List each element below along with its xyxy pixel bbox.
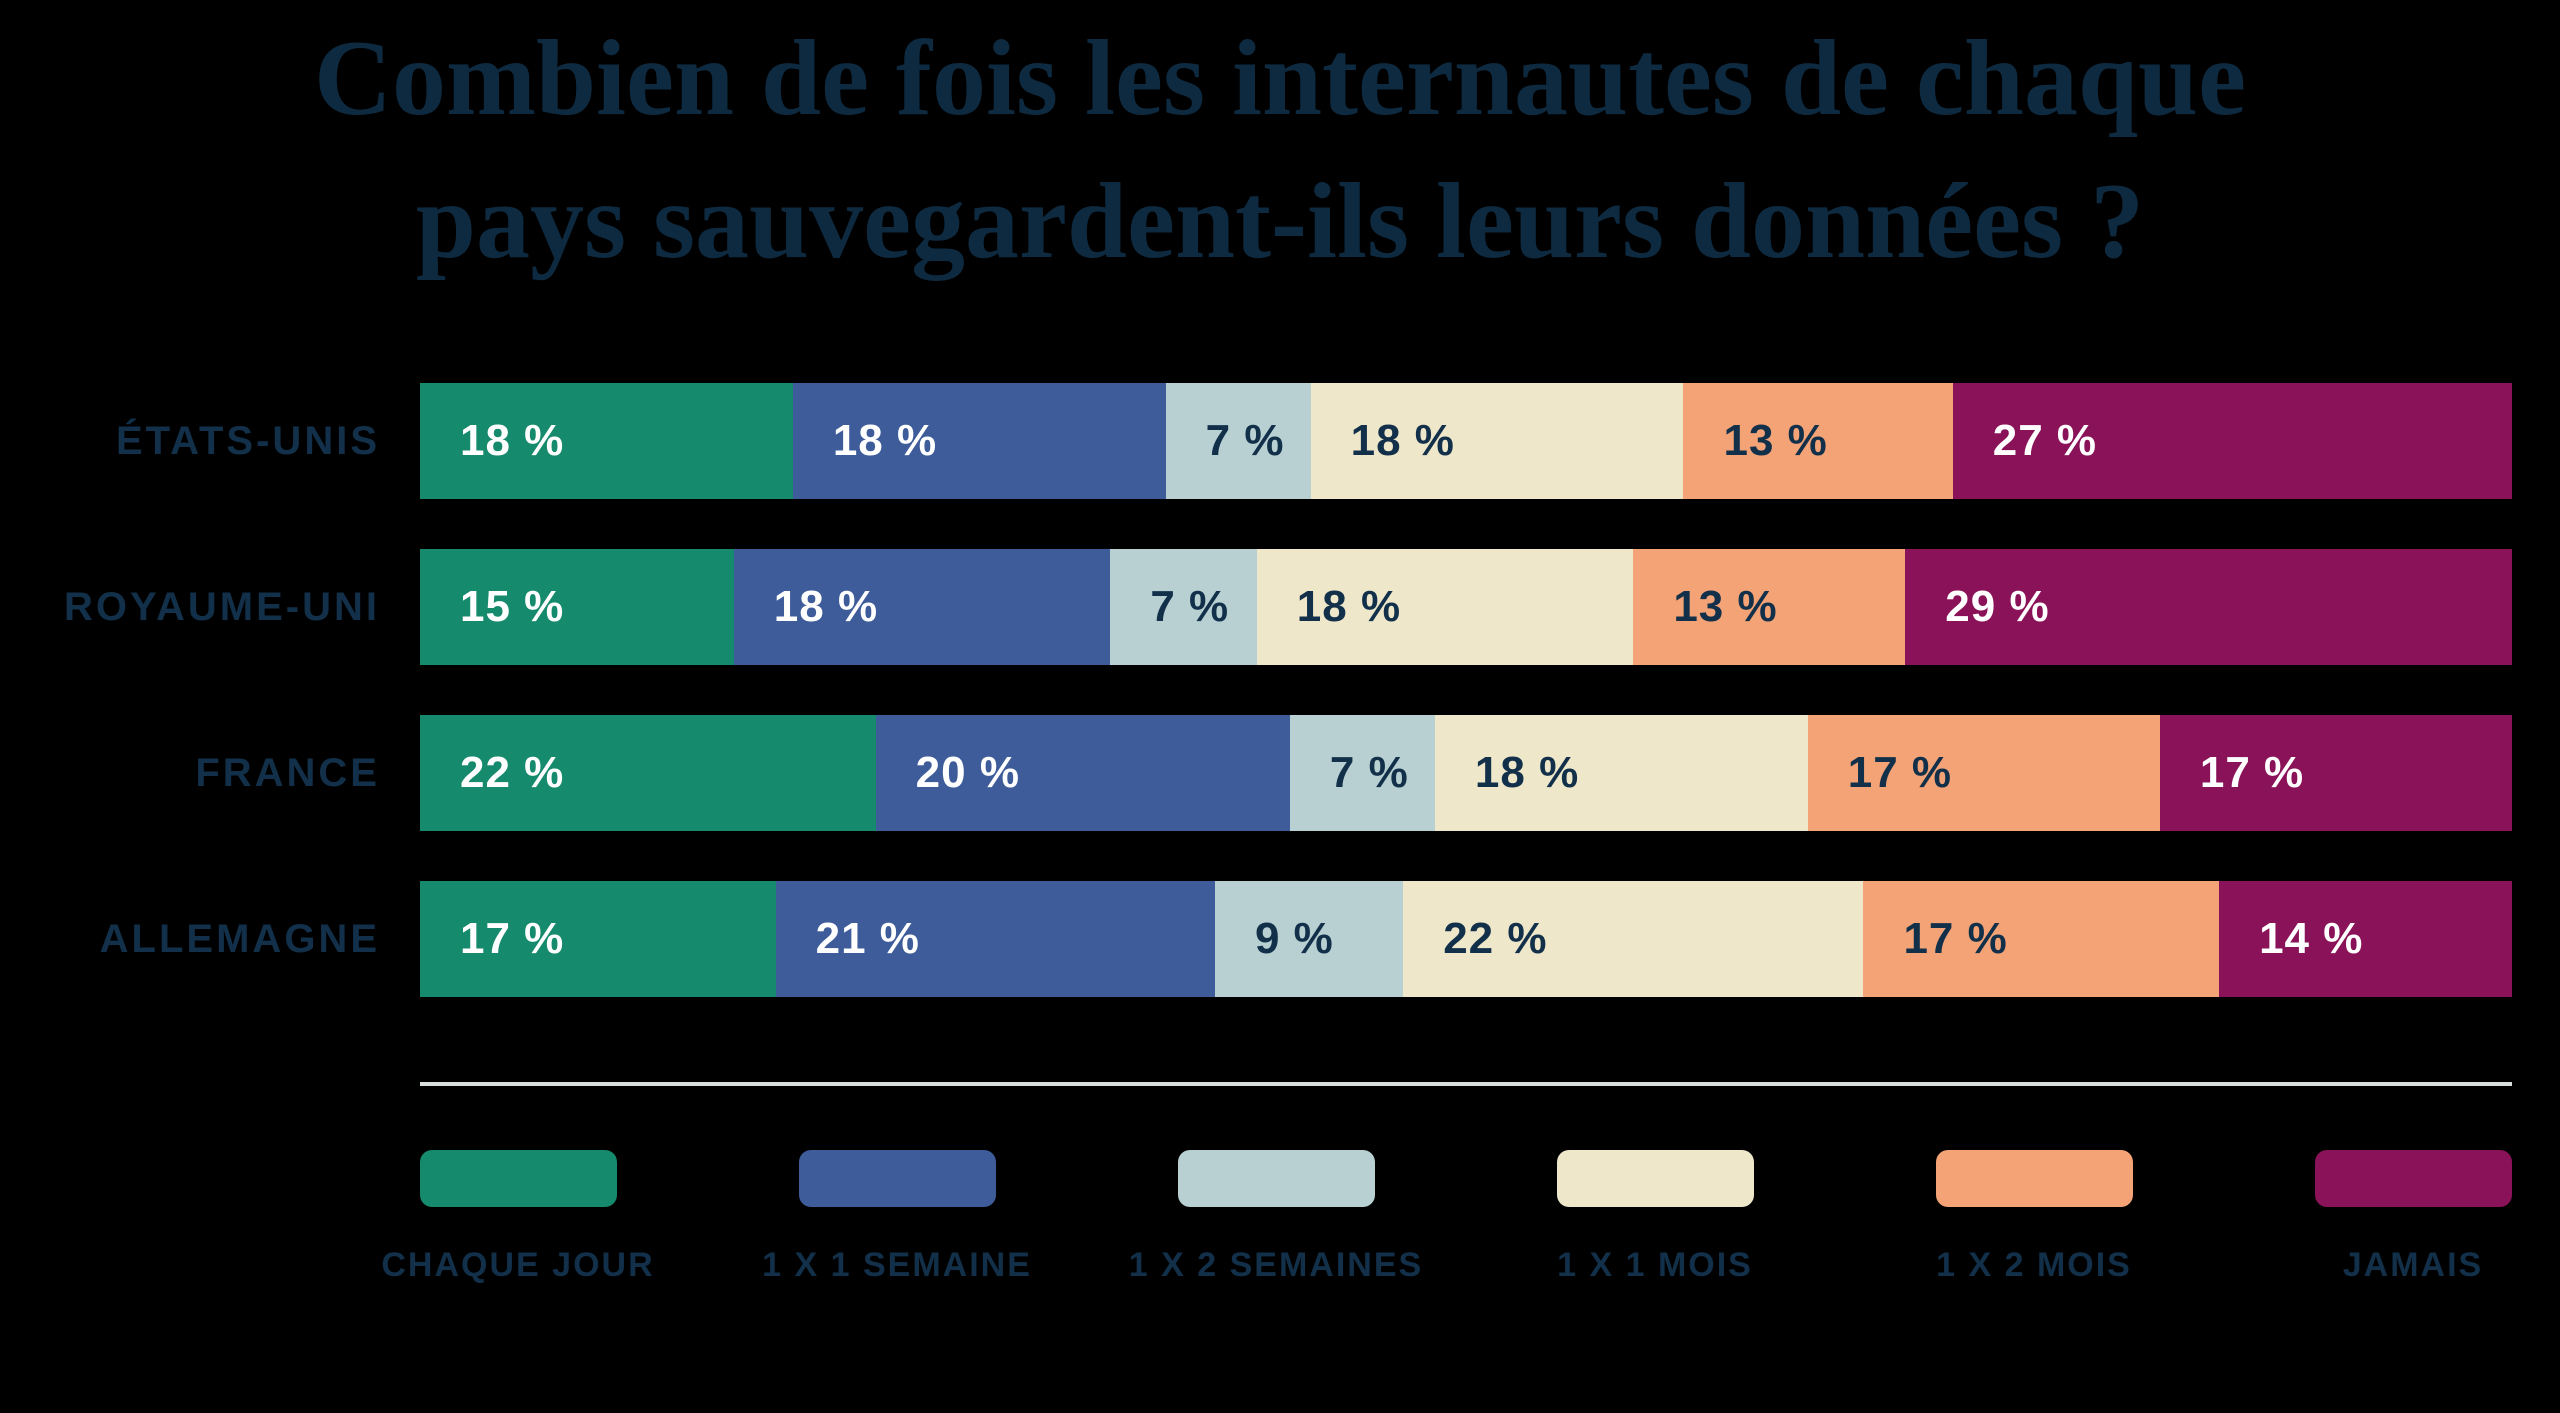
segment-value-label: 15 % [460,582,565,631]
legend-label: 1 X 2 MOIS [1936,1246,2132,1284]
stacked-bar: 18 % 18 % 7 % 18 % 13 % 27 % [420,383,2512,499]
bar-row: ROYAUME-UNI 15 % 18 % 7 % 18 % 13 % 29 % [0,549,2512,665]
segment-value-label: 7 % [1329,748,1409,797]
segment-value-label: 27 % [1992,416,2098,465]
segment-value-label: 17 % [2199,748,2305,797]
legend-label: JAMAIS [2342,1246,2484,1284]
segment-value-label: 17 % [460,914,565,963]
country-label: ÉTATS-UNIS [115,418,380,463]
segment-value-label: 18 % [1474,748,1580,797]
legend-label: CHAQUE JOUR [381,1246,655,1284]
stacked-bar: 17 % 21 % 9 % 22 % 17 % 14 % [420,881,2512,997]
stacked-bar: 22 % 20 % 7 % 18 % 17 % 17 % [420,715,2512,831]
legend-separator-line [420,1082,2512,1086]
segment-value-label: 20 % [915,748,1020,797]
bar-segment: 18 % [792,383,1166,499]
segment-value-label: 29 % [1945,582,2050,631]
bar-segment: 13 % [1683,383,1953,499]
legend-item: 1 X 1 MOIS [1557,1150,1754,1284]
bar-segment: 7 % [1110,549,1257,665]
chart-title-line1: Combien de fois les internautes de chaqu… [313,19,2247,138]
bar-row: ALLEMAGNE 17 % 21 % 9 % 22 % 17 % 14 % [0,881,2512,997]
bar-segment: 17 % [1863,881,2220,997]
country-label: FRANCE [195,750,380,795]
legend-item: 1 X 2 SEMAINES [1129,1150,1421,1284]
stacked-bar-chart: ÉTATS-UNIS 18 % 18 % 7 % 18 % 13 % 27 % ROYAUME… [0,383,2512,1047]
legend-label: 1 X 1 SEMAINE [762,1246,1032,1284]
bar-segment: 18 % [1310,383,1684,499]
legend-item: CHAQUE JOUR [381,1150,653,1284]
segment-value-label: 13 % [1673,582,1778,631]
bar-segment: 20 % [875,715,1290,831]
bar-segment: 17 % [420,881,776,997]
bar-segment: 13 % [1633,549,1906,665]
segment-value-label: 18 % [1296,582,1402,631]
chart-title-line2: pays sauvegardent-ils leurs données ? [415,161,2145,281]
bar-segment: 17 % [2159,715,2512,831]
bar-row: FRANCE 22 % 20 % 7 % 18 % 17 % 17 % [0,715,2512,831]
bar-segment: 29 % [1905,549,2512,665]
bar-segment: 9 % [1214,881,1404,997]
bar-row: ÉTATS-UNIS 18 % 18 % 7 % 18 % 13 % 27 % [0,383,2512,499]
bar-segment: 18 % [420,383,793,499]
segment-value-label: 18 % [460,416,565,465]
bar-segment: 14 % [2219,881,2512,997]
legend-swatch [2315,1150,2512,1207]
segment-value-label: 22 % [460,748,565,797]
legend-swatch [1178,1150,1375,1207]
country-label: ALLEMAGNE [99,916,380,961]
legend-swatch [420,1150,617,1207]
bar-segment: 15 % [420,549,734,665]
bar-segment: 22 % [420,715,876,831]
legend-item: 1 X 1 SEMAINE [762,1150,1030,1284]
segment-value-label: 14 % [2259,914,2364,963]
segment-value-label: 22 % [1443,914,1548,963]
chart-title: Combien de fois les internautes de chaqu… [0,8,2560,293]
bar-segment: 7 % [1289,715,1435,831]
bar-segment: 22 % [1403,881,1864,997]
bar-segment: 18 % [1256,549,1634,665]
segment-value-label: 17 % [1903,914,2008,963]
bar-segment: 21 % [775,881,1215,997]
segment-value-label: 9 % [1254,914,1334,963]
legend-swatch [1936,1150,2133,1207]
segment-value-label: 13 % [1723,416,1828,465]
segment-value-label: 7 % [1205,416,1285,465]
legend-label: 1 X 2 SEMAINES [1128,1246,1424,1284]
segment-value-label: 18 % [1350,416,1455,465]
segment-value-label: 18 % [832,416,938,465]
segment-value-label: 18 % [773,582,879,631]
bar-segment: 18 % [733,549,1111,665]
bar-segment: 27 % [1952,383,2512,499]
chart-legend: CHAQUE JOUR 1 X 1 SEMAINE 1 X 2 SEMAINES 1 … [381,1150,2512,1370]
legend-item: JAMAIS [2315,1150,2512,1284]
legend-swatch [1557,1150,1754,1207]
segment-value-label: 17 % [1847,748,1953,797]
legend-swatch [799,1150,996,1207]
bar-segment: 17 % [1807,715,2160,831]
bar-segment: 7 % [1165,383,1311,499]
legend-label: 1 X 1 MOIS [1557,1246,1753,1284]
segment-value-label: 7 % [1150,582,1230,631]
country-label: ROYAUME-UNI [64,584,380,629]
stacked-bar: 15 % 18 % 7 % 18 % 13 % 29 % [420,549,2512,665]
bar-segment: 18 % [1434,715,1808,831]
legend-item: 1 X 2 MOIS [1936,1150,2133,1284]
segment-value-label: 21 % [815,914,920,963]
